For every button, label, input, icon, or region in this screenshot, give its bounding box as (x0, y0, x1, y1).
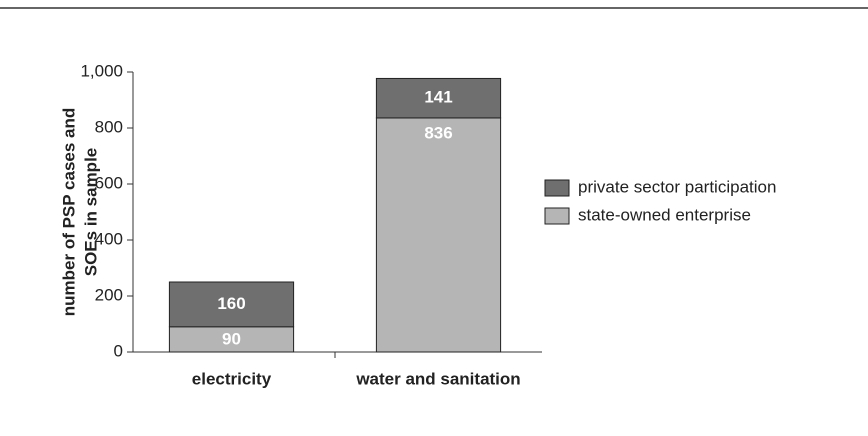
x-tick-label: water and sanitation (355, 369, 520, 388)
y-tick-label: 1,000 (80, 61, 123, 80)
y-tick-label: 600 (95, 173, 123, 192)
y-tick-label: 800 (95, 117, 123, 136)
bar-segment (168, 281, 295, 328)
data-label: 90 (222, 329, 241, 348)
x-tick-label: electricity (192, 369, 272, 388)
y-tick-label: 200 (95, 285, 123, 304)
y-axis-label: SOEs in sample (81, 148, 100, 277)
y-axis-label: number of PSP cases and (59, 108, 78, 316)
data-label: 836 (424, 123, 452, 142)
data-label: 160 (217, 294, 245, 313)
bar-segment (375, 117, 502, 353)
y-tick-label: 400 (95, 229, 123, 248)
legend-label: private sector participation (578, 177, 776, 196)
legend-swatch (544, 207, 570, 225)
data-label: 141 (424, 88, 452, 107)
y-tick-label: 0 (114, 341, 123, 360)
bar-segment (375, 77, 502, 119)
legend-swatch (544, 179, 570, 197)
legend-label: state-owned enterprise (578, 205, 751, 224)
